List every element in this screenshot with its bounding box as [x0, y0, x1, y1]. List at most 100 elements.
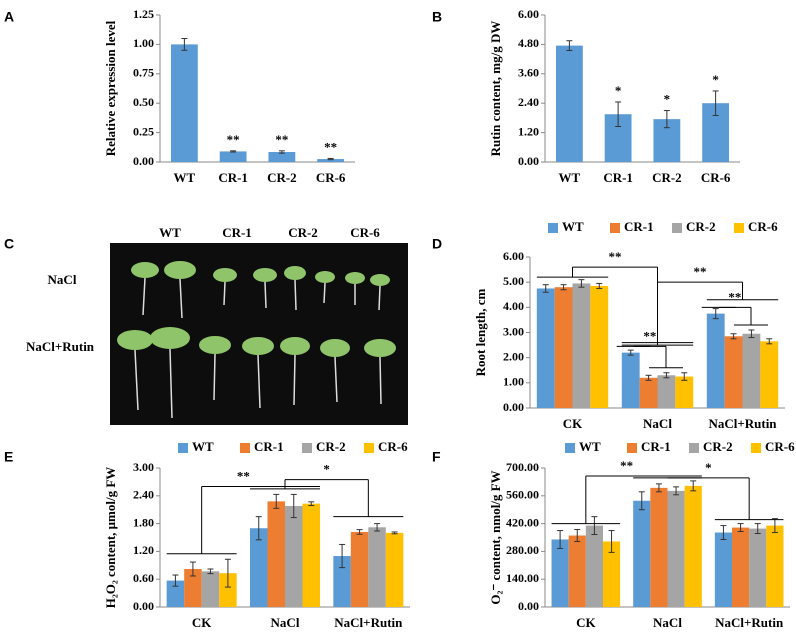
bar — [536, 288, 555, 408]
y-tick-label: 2.40 — [133, 488, 154, 502]
legend-label: CR-1 — [624, 219, 654, 234]
seedlings — [117, 261, 396, 357]
x-tick-label: CR-2 — [652, 170, 682, 185]
y-tick-label: 700.00 — [506, 460, 539, 474]
y-tick-label: 6.00 — [518, 7, 539, 21]
bar — [166, 580, 185, 607]
y-tick-label: 1.00 — [133, 36, 154, 50]
bar — [639, 377, 658, 408]
column-label: CR-6 — [350, 225, 380, 240]
significance: ** — [643, 328, 656, 343]
significance: * — [705, 460, 712, 475]
y-tick-label: 0.75 — [133, 66, 154, 80]
significance: ** — [237, 469, 250, 484]
y-tick-label: 3.00 — [133, 460, 154, 474]
x-tick-label: NaCl — [271, 615, 300, 630]
legend-label: CR-6 — [748, 219, 778, 234]
y-tick-label: 0.50 — [133, 95, 154, 109]
panel-letter: F — [432, 449, 441, 465]
y-tick-label: 2.00 — [503, 349, 524, 363]
legend-swatch — [548, 223, 558, 233]
bar — [667, 490, 685, 607]
bar — [554, 287, 573, 408]
legend-swatch — [302, 443, 312, 453]
x-tick-label: NaCl+Rutin — [334, 615, 403, 630]
x-tick-label: WT — [174, 170, 196, 185]
y-axis-label: Relative expression level — [103, 20, 118, 156]
significance: ** — [694, 264, 707, 279]
column-label: WT — [159, 225, 181, 240]
bar — [368, 527, 386, 607]
bar — [572, 283, 591, 408]
x-tick-label: CR-2 — [267, 170, 297, 185]
x-tick-label: WT — [559, 170, 581, 185]
bar — [267, 501, 285, 607]
bar — [555, 45, 583, 162]
roots — [134, 277, 382, 419]
legend-swatch — [364, 443, 374, 453]
column-label: CR-1 — [222, 225, 252, 240]
bar — [219, 151, 247, 162]
y-axis-label: Root length, cm — [473, 288, 488, 376]
y-tick-label: 0.00 — [518, 154, 539, 168]
y-tick-label: 4.80 — [518, 36, 539, 50]
y-tick-label: 1.20 — [518, 124, 539, 138]
significance: ** — [609, 249, 622, 264]
y-tick-label: 5.00 — [503, 274, 524, 288]
legend-label: CR-6 — [765, 439, 795, 454]
x-tick-label: CK — [192, 615, 212, 630]
y-tick-label: 280.00 — [506, 543, 539, 557]
bar — [250, 528, 268, 607]
photo-panel: C WT CR-1 CR-2 CR-6 NaCl NaCl+Rutin — [4, 225, 408, 425]
legend-label: WT — [562, 219, 584, 234]
bar — [724, 336, 743, 408]
x-tick-label: CR-6 — [701, 170, 731, 185]
x-tick-label: NaCl — [643, 416, 672, 431]
bar — [650, 487, 668, 607]
row-label: NaCl — [48, 272, 77, 287]
y-tick-label: 140.00 — [506, 571, 539, 585]
legend-label: WT — [579, 439, 601, 454]
bar — [219, 573, 237, 607]
y-tick-label: 6.00 — [503, 249, 524, 263]
x-tick-label: CR-1 — [603, 170, 633, 185]
bar — [350, 531, 369, 607]
y-tick-label: 0.00 — [518, 599, 539, 613]
bar — [732, 527, 750, 607]
bar — [385, 532, 404, 607]
y-tick-label: 3.00 — [503, 324, 524, 338]
bar — [766, 525, 784, 607]
y-tick-label: 560.00 — [506, 488, 539, 502]
bar — [621, 352, 640, 408]
y-axis-label: Rutin content, mg/g DW — [488, 21, 503, 157]
significance: ** — [620, 458, 633, 473]
y-tick-label: 1.80 — [133, 515, 154, 529]
legend-swatch — [610, 223, 620, 233]
significance: ** — [728, 289, 741, 304]
bar — [675, 376, 694, 408]
panel-letter: C — [4, 236, 14, 252]
panel-letter: D — [432, 236, 442, 252]
legend-swatch — [178, 443, 188, 453]
legend-swatch — [751, 443, 761, 453]
bar — [684, 485, 702, 607]
bar — [333, 556, 351, 607]
bar — [602, 541, 621, 607]
bar — [749, 528, 767, 607]
bar — [633, 500, 651, 607]
x-tick-label: CK — [563, 416, 583, 431]
bar — [657, 375, 676, 408]
bar — [268, 152, 296, 162]
legend-label: CR-2 — [316, 439, 346, 454]
significance: ** — [227, 132, 240, 147]
significance: ** — [275, 132, 288, 147]
bar — [714, 532, 733, 607]
legend-label: CR-1 — [254, 439, 284, 454]
significance: ** — [324, 139, 337, 154]
x-tick-label: CK — [576, 615, 596, 630]
y-tick-label: 1.20 — [133, 543, 154, 557]
y-tick-label: 0.00 — [503, 400, 524, 414]
panel-letter: E — [4, 449, 13, 465]
legend-swatch — [672, 223, 682, 233]
